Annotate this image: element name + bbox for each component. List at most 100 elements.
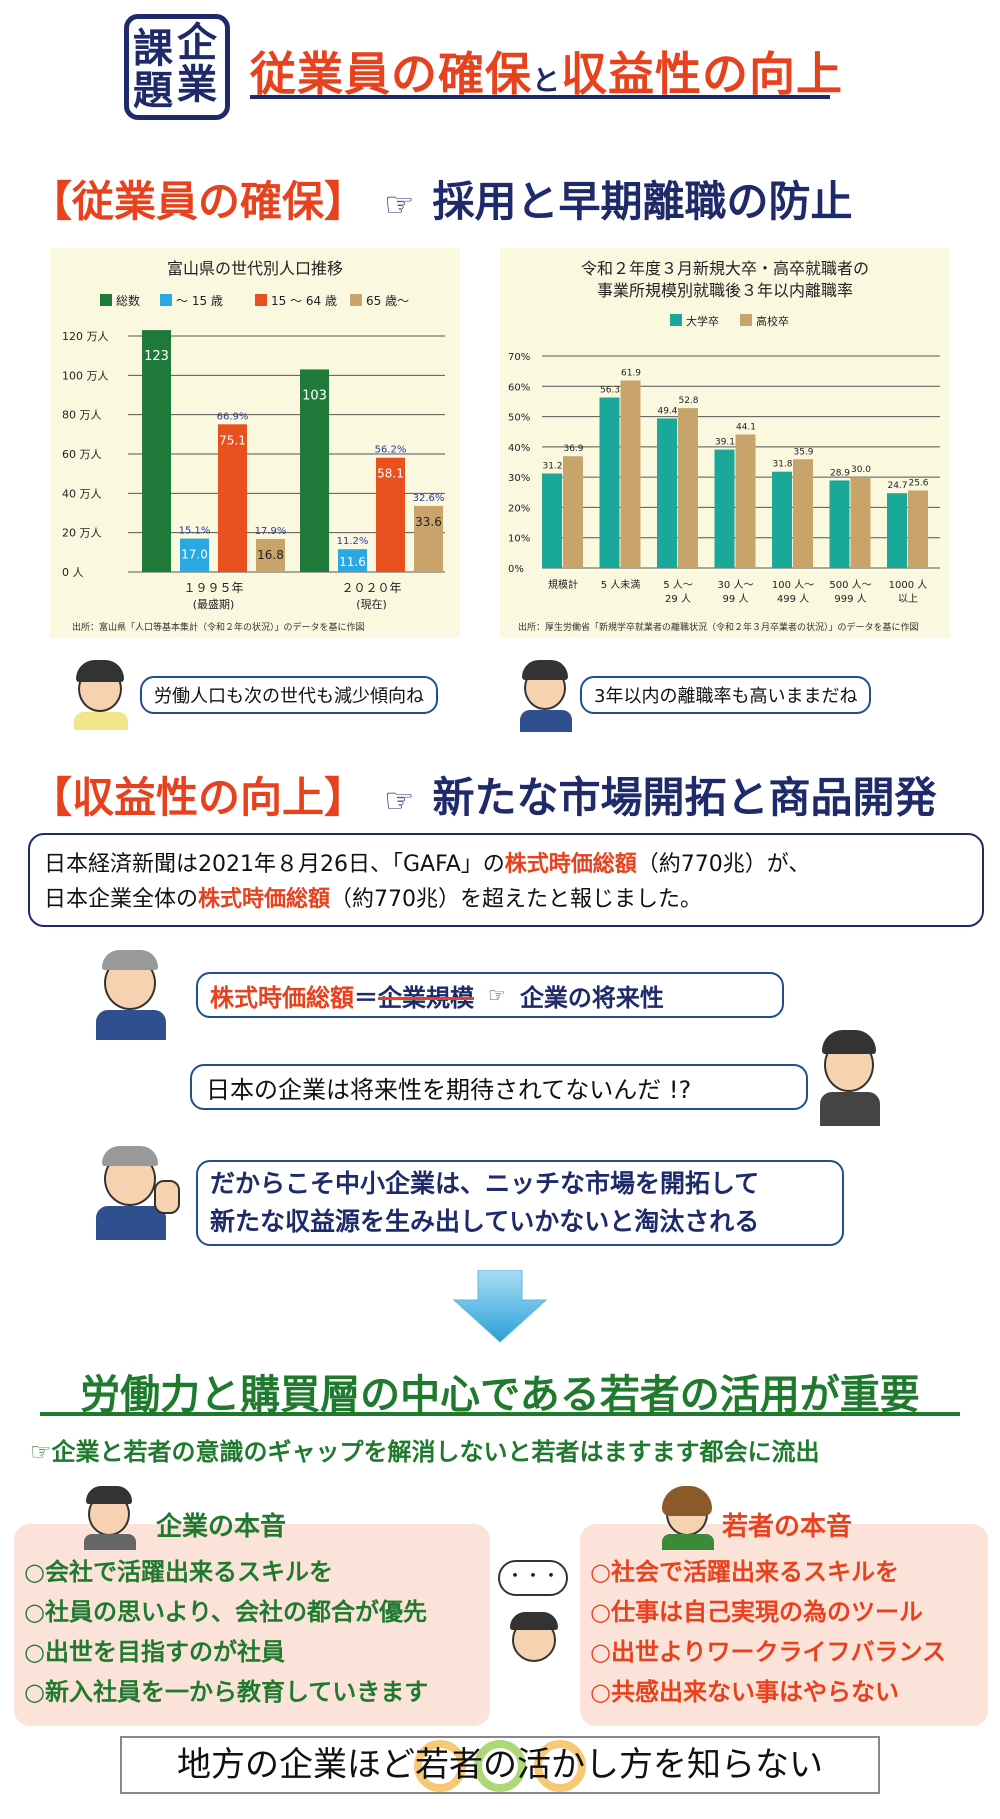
bar-value-label: 31.8	[772, 460, 792, 470]
badge-char: 企	[177, 20, 217, 66]
legend-swatch	[670, 314, 682, 326]
company-item: ○社員の思いより、会社の都合が優先	[24, 1598, 428, 1626]
legend-label: 15 ～ 64 歳	[271, 294, 337, 308]
answer-line2: 新たな収益源を生み出していかないと淘汰される	[210, 1207, 760, 1236]
company-panel-title: 企業の本音	[156, 1512, 287, 1542]
chart-title: 富山県の世代別人口推移	[166, 259, 343, 278]
bar-value-label: 24.7	[887, 481, 907, 491]
bar-value-label: 103	[302, 388, 327, 403]
y-tick-label: 80 万人	[62, 409, 102, 422]
bubble-text: 3年以内の離職率も高いままだね	[594, 686, 858, 707]
news-highlight: 株式時価総額	[198, 887, 331, 912]
x-category-label: 1000 人	[889, 579, 928, 591]
news-box: 日本経済新聞は2021年８月26日、「GAFA」の株式時価総額（約770兆）が、…	[28, 833, 984, 927]
section1-heading: 【従業員の確保】 ☞ 採用と早期離職の防止	[30, 168, 853, 229]
bar	[563, 456, 583, 568]
equation-struck: 企業規模	[378, 983, 474, 1012]
population-chart: 富山県の世代別人口推移 総数 ～ 15 歳 15 ～ 64 歳 65 歳～ 120 万人…	[50, 248, 460, 638]
bar-value-label: 17.0	[181, 548, 208, 562]
x-category-label: 500 人～	[829, 579, 871, 591]
bar	[414, 505, 443, 572]
bar	[887, 493, 907, 568]
bar	[850, 477, 871, 568]
chart-source: 出所：厚生労働省「新規学卒就業者の離職状況（令和２年３月卒業者の状況）」のデータ…	[518, 623, 919, 633]
section2-subtitle: 新たな市場開拓と商品開発	[432, 773, 937, 822]
bar-value-label: 16.8	[257, 548, 284, 562]
bar-percent-label: 66.9%	[217, 411, 249, 422]
legend-swatch	[740, 314, 752, 326]
man-worried-illustration	[516, 660, 576, 732]
cycle-arrows-icon	[414, 1740, 586, 1792]
section2-bracket: 【収益性の向上】	[30, 773, 367, 822]
bar	[142, 330, 171, 572]
bar-value-label: 36.9	[563, 444, 583, 454]
title-badge: 課 企 題 業	[124, 14, 230, 120]
bar	[678, 408, 698, 568]
speech-bubble-left: 労働人口も次の世代も減少傾向ね	[140, 676, 438, 714]
x-category-label: 100 人～	[772, 579, 814, 591]
y-tick-label: 120 万人	[62, 330, 109, 343]
title-part2: 収益性の向上	[561, 47, 844, 101]
pointing-hand-icon: ☞	[384, 185, 415, 225]
footer-box: 地方の企業ほど若者の活かし方を知らない	[120, 1736, 880, 1794]
bar	[218, 424, 247, 572]
bar-value-label: 28.9	[830, 468, 850, 478]
bar-value-label: 58.1	[377, 467, 404, 481]
news-text: 日本企業全体の	[44, 887, 199, 912]
youth-item: ○社会で活躍出来るスキルを	[590, 1558, 899, 1586]
bar-value-label: 75.1	[219, 433, 246, 447]
company-item: ○出世を目指すのが社員	[24, 1638, 285, 1666]
badge-char: 課	[133, 26, 173, 72]
old-man-warning-illustration	[92, 1146, 182, 1246]
legend-swatch	[350, 294, 362, 306]
legend-swatch	[100, 294, 112, 306]
bar-value-label: 11.6	[339, 555, 366, 569]
chart-title-line1: 令和２年度３月新規大卒・高卒就職者の	[580, 259, 869, 278]
title-underline	[250, 95, 830, 99]
bar	[542, 473, 562, 568]
bar	[180, 538, 209, 572]
legend-label: ～ 15 歳	[176, 294, 223, 308]
x-category-note: (最盛期)	[193, 597, 235, 611]
badge-char: 題	[133, 68, 173, 114]
answer-bubble: だからこそ中小企業は、ニッチな市場を開拓して 新たな収益源を生み出していかないと…	[196, 1160, 844, 1246]
equation-equals: ＝	[354, 983, 378, 1012]
bar	[793, 459, 813, 568]
bar	[735, 434, 756, 568]
turnover-chart-plot: 大学卒 高校卒 70% 60% 50% 40% 30% 20% 10% 0% 31.236.9 規模計…	[508, 314, 940, 605]
answer-line1: だからこそ中小企業は、ニッチな市場を開拓して	[210, 1169, 760, 1198]
x-category-label: 999 人	[834, 593, 866, 605]
legend-label: 大学卒	[686, 314, 719, 328]
section1-subtitle: 採用と早期離職の防止	[432, 177, 853, 226]
young-woman-illustration	[660, 1486, 716, 1550]
pointing-hand-icon: ☞	[488, 983, 506, 1007]
bar	[714, 449, 735, 568]
badge-char: 業	[177, 62, 217, 108]
bubble-text: 労働人口も次の世代も減少傾向ね	[154, 686, 424, 707]
speech-bubble-right: 3年以内の離職率も高いままだね	[580, 676, 872, 714]
population-chart-plot: 総数 ～ 15 歳 15 ～ 64 歳 65 歳～ 120 万人 100 万人 80 万人 6…	[62, 293, 445, 611]
thinking-person-illustration: ・・・	[498, 1560, 568, 1670]
company-item: ○会社で活躍出来るスキルを	[24, 1558, 333, 1586]
y-tick-label: 40 万人	[62, 487, 102, 500]
bar-value-label: 33.6	[415, 515, 442, 529]
y-tick-label: 0%	[508, 564, 524, 575]
bar-value-label: 44.1	[736, 422, 756, 432]
conclusion-subtitle: ☞企業と若者の意識のギャップを解消しないと若者はますます都会に流出	[30, 1438, 820, 1466]
bar-value-label: 39.1	[715, 438, 735, 448]
news-text: （約770兆）が、	[636, 852, 811, 877]
y-tick-label: 30%	[508, 473, 530, 484]
down-arrow-icon	[452, 1270, 548, 1343]
youth-item: ○共感出来ない事はやらない	[590, 1678, 899, 1706]
conclusion-underline	[40, 1412, 960, 1416]
equation-left: 株式時価総額	[210, 983, 354, 1012]
businessman-illustration	[82, 1486, 138, 1550]
news-text: （約770兆）を超えたと報じました。	[330, 887, 703, 912]
old-man-pointing-illustration	[92, 950, 172, 1040]
bar	[300, 369, 329, 572]
chart-title-line2: 事業所規模別就職後３年以内離職率	[596, 281, 853, 300]
bar	[599, 397, 620, 568]
y-tick-label: 20%	[508, 503, 530, 514]
woman-worried-illustration	[68, 660, 134, 730]
bar-percent-label: 15.1%	[179, 526, 211, 537]
